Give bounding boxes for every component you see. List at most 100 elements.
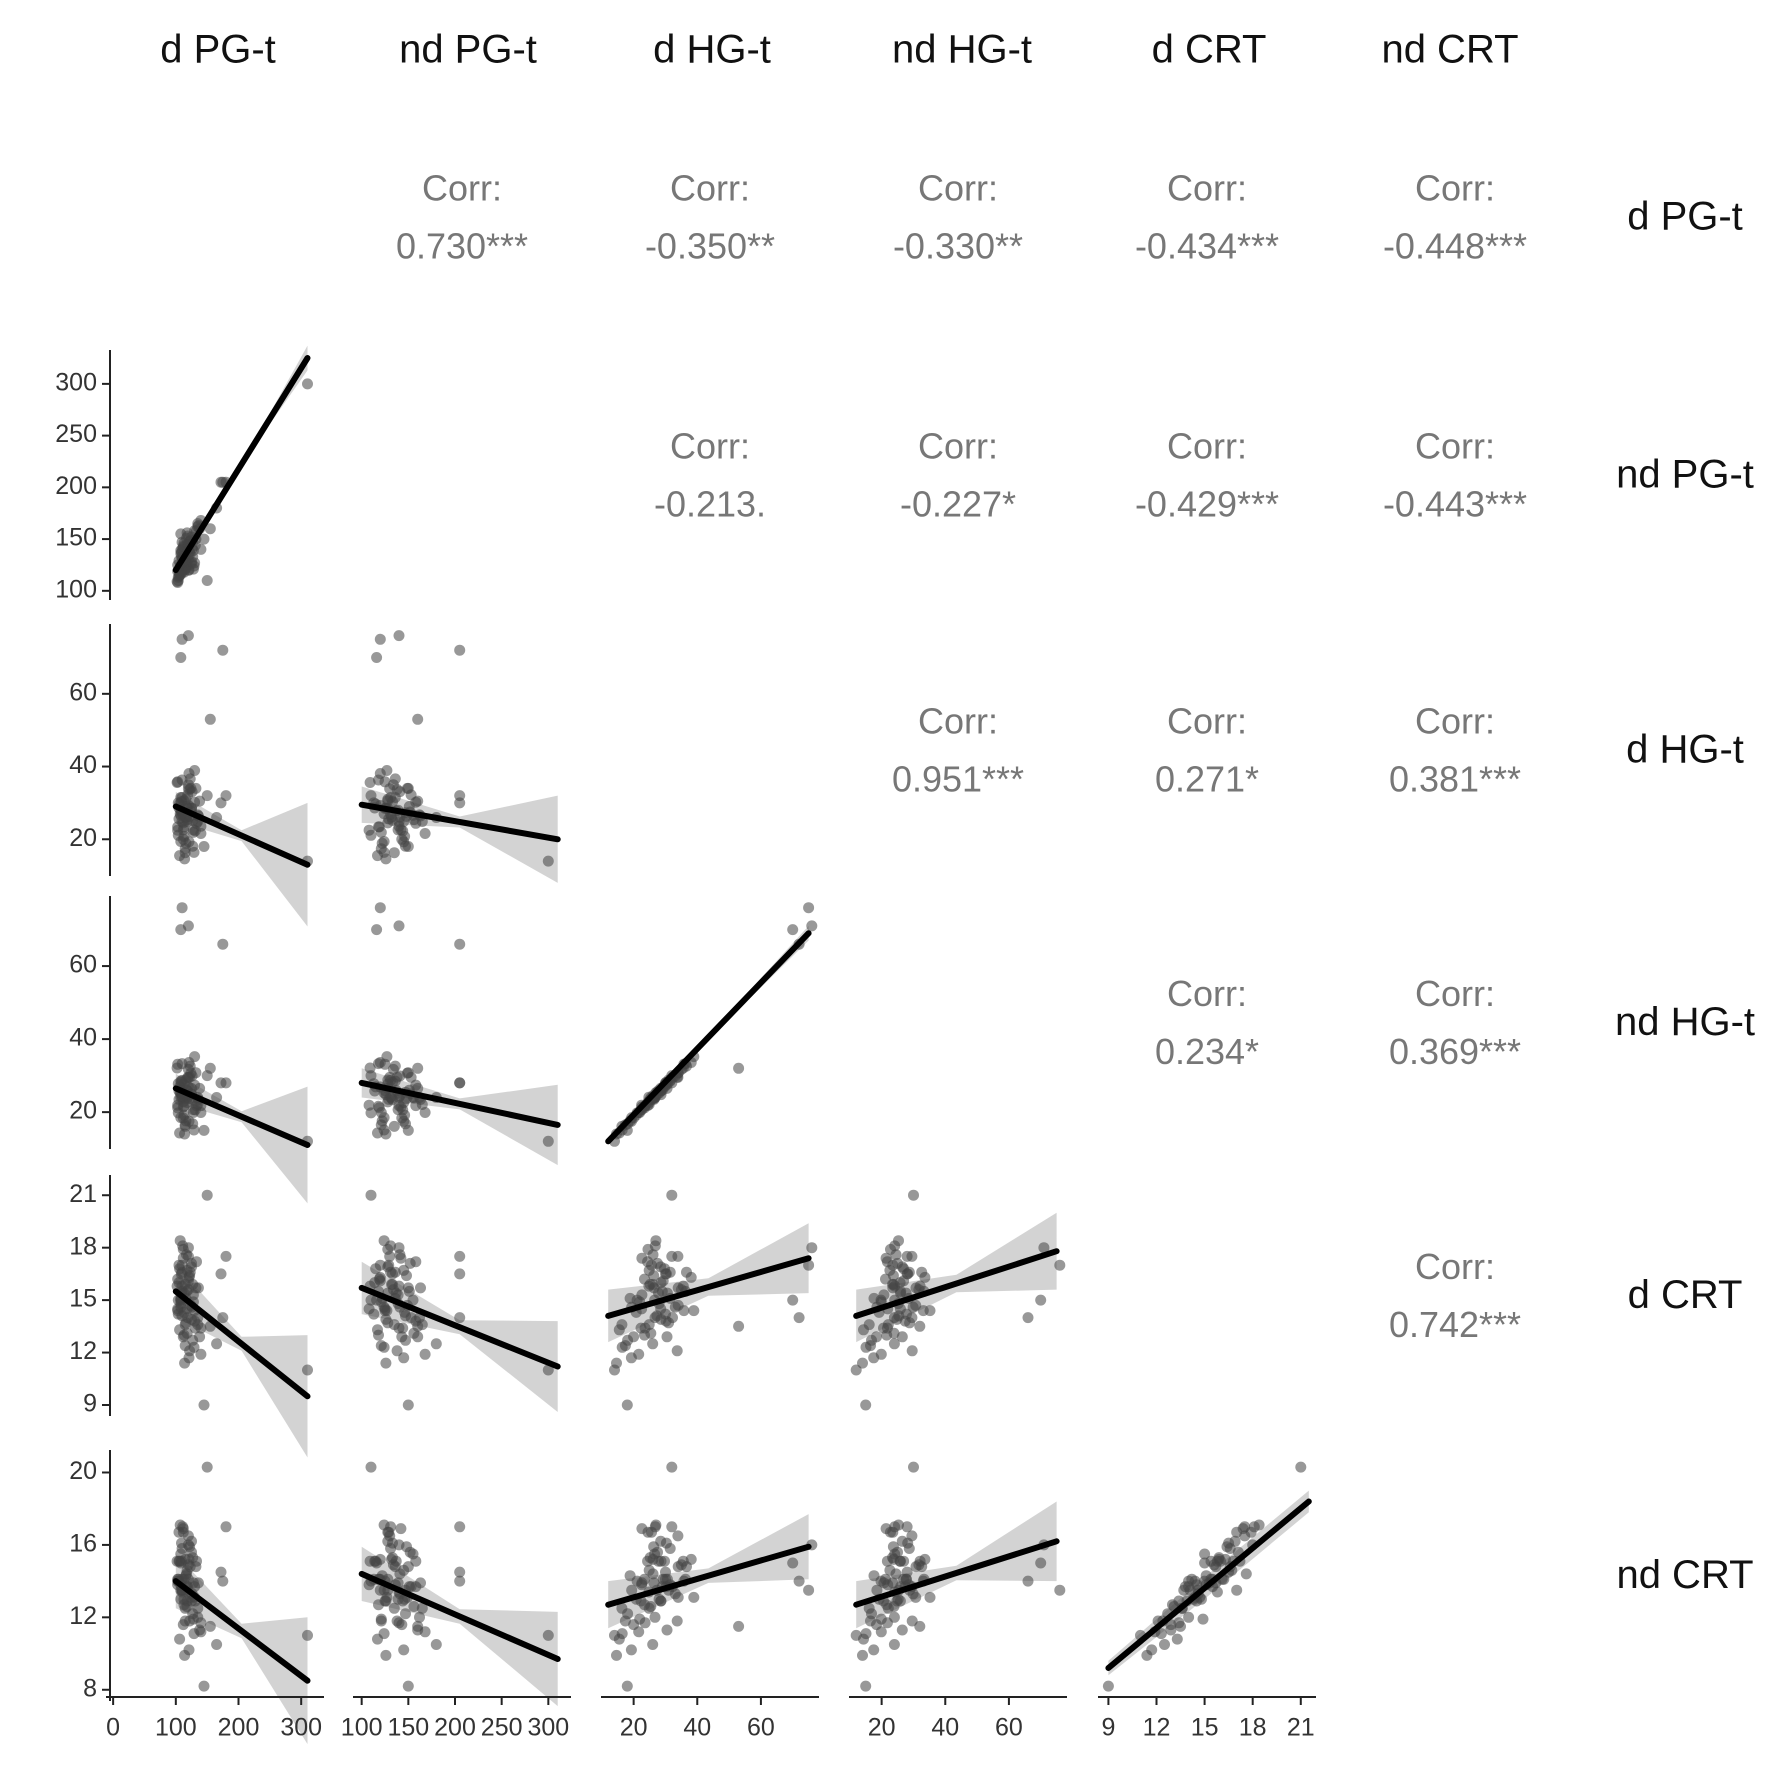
data-point — [198, 533, 210, 545]
data-point — [396, 1331, 408, 1343]
data-point — [803, 1584, 815, 1596]
data-point — [364, 777, 376, 788]
data-point — [368, 1308, 380, 1320]
data-point — [412, 1331, 424, 1343]
data-point — [669, 1588, 681, 1600]
data-point — [194, 795, 206, 807]
row-header-3: nd HG-t — [1615, 1000, 1755, 1044]
data-point — [379, 776, 391, 788]
data-point — [176, 902, 188, 914]
data-point — [179, 1340, 191, 1352]
scatter-panel-1-0 — [171, 345, 313, 588]
data-point — [871, 1619, 882, 1631]
data-point — [875, 1575, 887, 1587]
data-point — [613, 1324, 625, 1336]
data-point — [182, 630, 194, 642]
regression-line — [853, 1248, 1060, 1319]
data-point — [393, 630, 405, 642]
data-point — [916, 1266, 928, 1278]
x-tick-label: 9 — [1101, 1714, 1115, 1742]
regression-line — [172, 355, 311, 574]
corr-value: 0.730*** — [396, 226, 528, 267]
data-point — [454, 1521, 466, 1533]
x-axis-col-0: 0 100 200 300 — [106, 1696, 324, 1742]
y-tick-label: 150 — [55, 524, 97, 552]
data-point — [639, 1599, 650, 1611]
data-point — [183, 1115, 195, 1127]
data-point — [639, 1617, 651, 1629]
data-point — [648, 1282, 660, 1294]
data-point — [201, 790, 213, 802]
data-point — [402, 1680, 414, 1692]
scatter-panel-4-3 — [850, 1189, 1066, 1411]
data-point — [1054, 1259, 1066, 1271]
data-point — [542, 1629, 554, 1641]
data-point — [172, 1058, 184, 1070]
data-point — [211, 1092, 223, 1103]
data-point — [908, 1189, 919, 1201]
data-point — [1223, 1537, 1235, 1549]
data-point — [365, 1189, 377, 1201]
data-point — [192, 1577, 204, 1589]
data-point — [180, 1570, 192, 1582]
y-tick-label: 60 — [69, 951, 97, 979]
data-point — [183, 1644, 195, 1656]
scatter-panel-2-0 — [171, 630, 313, 927]
y-tick-label: 200 — [55, 472, 97, 500]
data-point — [881, 1555, 893, 1567]
data-point — [663, 1317, 675, 1329]
data-point — [179, 853, 191, 865]
data-point — [1295, 1461, 1307, 1473]
data-point — [198, 841, 210, 852]
corr-cell-1-4: Corr: -0.429*** — [1135, 426, 1279, 525]
data-point — [397, 1322, 409, 1334]
data-point — [661, 1624, 673, 1636]
data-point — [430, 1639, 442, 1650]
data-point — [395, 1252, 407, 1264]
data-point — [787, 924, 799, 936]
data-point — [177, 1619, 189, 1631]
data-point — [388, 847, 400, 859]
data-point — [887, 1282, 899, 1294]
data-point — [803, 902, 815, 914]
data-point — [383, 1526, 395, 1538]
data-point — [383, 1093, 395, 1105]
row-header-4: d CRT — [1628, 1273, 1743, 1317]
data-point — [656, 1285, 668, 1297]
data-point — [211, 1338, 223, 1350]
row-header-1: nd PG-t — [1616, 453, 1754, 497]
x-tick-label: 60 — [995, 1714, 1023, 1742]
data-point — [374, 633, 386, 645]
data-point — [660, 1566, 671, 1578]
data-point — [1175, 1620, 1186, 1632]
data-point — [179, 1128, 191, 1140]
data-point — [671, 1345, 683, 1357]
data-point — [1035, 1294, 1047, 1306]
data-point — [194, 1082, 206, 1094]
regression-line — [605, 930, 812, 1145]
column-headers: d PG-t nd PG-t d HG-t nd HG-t d CRT nd CRT — [160, 28, 1518, 72]
corr-label: Corr: — [670, 426, 750, 467]
regression-line — [605, 1255, 812, 1319]
y-tick-label: 18 — [69, 1232, 97, 1260]
x-tick-label: 15 — [1191, 1714, 1219, 1742]
data-point — [1240, 1568, 1252, 1580]
data-point — [373, 1329, 384, 1341]
data-point — [186, 786, 198, 798]
data-point — [172, 776, 184, 788]
data-point — [188, 1341, 200, 1353]
corr-cell-3-5: Corr: 0.369*** — [1389, 973, 1521, 1072]
data-point — [1199, 1548, 1211, 1560]
corr-label: Corr: — [670, 168, 750, 209]
data-point — [204, 1620, 216, 1632]
data-point — [649, 1611, 661, 1623]
data-point — [385, 1240, 397, 1252]
data-point — [901, 1521, 913, 1533]
data-point — [893, 1310, 905, 1322]
data-point — [217, 1312, 229, 1324]
data-point — [875, 1294, 887, 1306]
data-point — [631, 1294, 643, 1306]
data-point — [410, 1256, 422, 1268]
corr-label: Corr: — [918, 701, 998, 742]
